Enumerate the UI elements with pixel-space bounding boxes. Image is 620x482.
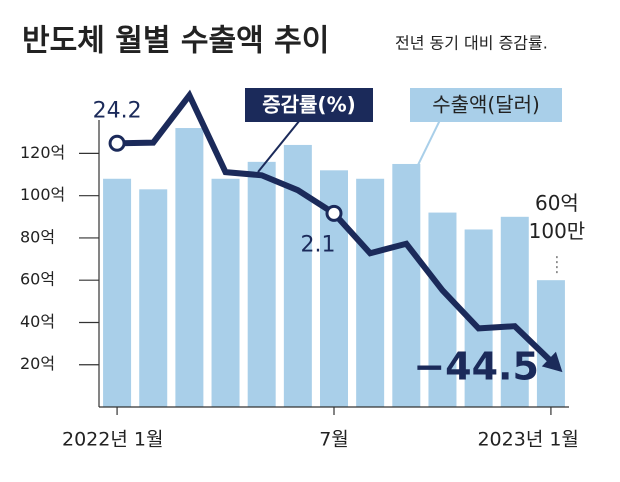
legend-box xyxy=(245,88,373,122)
axis-layer: 20억 40억 60억 80억 100억 120억 2022년 1월 7월 2023년 1월 xyxy=(20,120,579,451)
chart-title: 반도체 월별 수출액 추이 xyxy=(22,24,329,59)
bar xyxy=(103,178,132,407)
bar xyxy=(247,161,276,407)
legend-label: 수출액(달러) xyxy=(432,93,540,117)
x-tick-label: 2022년 1월 xyxy=(62,429,163,451)
line-layer: 24.2 2.1 −44.5 xyxy=(93,89,563,389)
legend-pointer xyxy=(257,119,301,173)
chart-subtitle: 전년 동기 대비 증감률. xyxy=(395,34,548,53)
line-value-label: 2.1 xyxy=(301,232,336,257)
point-marker xyxy=(325,204,343,222)
y-tick-label: 20억 xyxy=(20,354,55,373)
y-tick-label: 120억 xyxy=(20,143,65,162)
line-value-label: 24.2 xyxy=(93,98,142,123)
legend-label: 증감률(%) xyxy=(262,93,356,117)
legend: 증감률(%) 수출액(달러) xyxy=(245,88,562,173)
bar xyxy=(139,189,168,407)
bar xyxy=(392,163,421,407)
bar xyxy=(428,212,457,407)
arrow-head xyxy=(541,351,563,373)
bar xyxy=(175,128,204,408)
x-tick-label: 2023년 1월 xyxy=(477,429,578,451)
y-tick-label: 60억 xyxy=(20,270,55,289)
bar-value-label: 60억 100만 xyxy=(529,191,586,243)
legend-pointer xyxy=(417,119,441,166)
bar xyxy=(536,280,565,407)
y-tick-label: 100억 xyxy=(20,185,65,204)
line-value-label: −44.5 xyxy=(413,345,539,389)
y-tick-label: 40억 xyxy=(20,312,55,331)
y-tick-label: 80억 xyxy=(20,227,55,246)
legend-box xyxy=(410,88,562,122)
bar xyxy=(211,178,240,407)
bar xyxy=(356,178,385,407)
x-tick-label: 7월 xyxy=(319,429,349,451)
bar-layer: 60억 100만 xyxy=(103,128,586,408)
point-marker xyxy=(108,134,126,152)
bar xyxy=(500,216,529,407)
